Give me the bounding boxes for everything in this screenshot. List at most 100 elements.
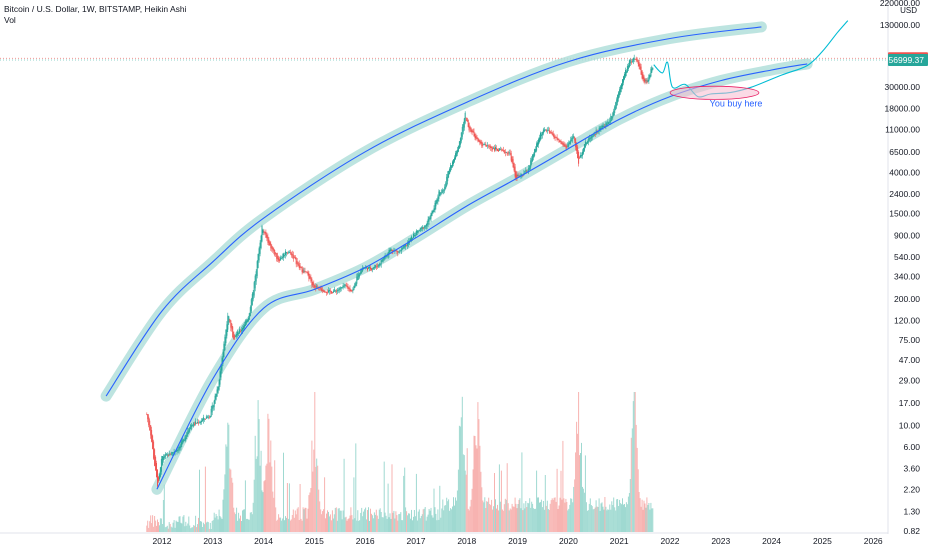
volume-bar	[549, 503, 551, 532]
volume-bar	[587, 510, 589, 532]
volume-bar	[229, 468, 231, 532]
volume-bar	[340, 510, 342, 532]
candle-body	[534, 149, 536, 156]
volume-bar	[208, 528, 210, 532]
candle-body	[249, 307, 251, 317]
volume-bar	[271, 466, 273, 532]
volume-bar	[627, 496, 629, 532]
x-tick-label: 2023	[711, 536, 730, 546]
candle-body	[349, 288, 351, 291]
volume-bar	[306, 518, 308, 532]
candle-body	[334, 290, 336, 292]
volume-bar	[603, 509, 605, 532]
volume-bar	[350, 507, 352, 532]
volume-bar	[558, 505, 560, 532]
volume-bar	[632, 401, 634, 532]
volume-bar	[261, 490, 263, 532]
volume-bar	[300, 518, 302, 532]
volume-bar	[569, 504, 571, 532]
candle-body	[297, 262, 299, 265]
volume-bar	[574, 479, 576, 532]
volume-bar	[542, 501, 544, 532]
candle-body	[374, 265, 376, 268]
candle-body	[326, 292, 327, 293]
volume-bar	[206, 521, 208, 532]
volume-bar	[328, 511, 329, 532]
candle-body	[490, 146, 492, 148]
candle-body	[183, 440, 185, 441]
candle-body	[428, 216, 430, 222]
candle-body	[455, 153, 456, 160]
volume-bar	[560, 470, 562, 532]
volume-bar	[151, 523, 153, 532]
candle-body	[609, 120, 611, 123]
volume-bar	[438, 519, 440, 532]
volume-bar	[585, 502, 587, 532]
volume-bar	[349, 515, 351, 532]
candle-body	[468, 123, 470, 131]
volume-bar	[414, 516, 416, 532]
volume-bar	[567, 510, 569, 532]
volume-bar	[413, 510, 415, 532]
volume-bar	[298, 520, 300, 532]
candle-body	[232, 326, 234, 338]
candle-body	[566, 146, 568, 148]
candle-body	[151, 430, 153, 442]
volume-bar	[415, 473, 417, 532]
y-tick-label: 47.00	[899, 355, 921, 365]
candle-body	[562, 142, 564, 145]
candle-body	[567, 144, 569, 148]
volume-bar	[582, 488, 584, 532]
volume-bar	[388, 517, 390, 532]
candle-body	[447, 174, 449, 182]
candle-body	[549, 131, 551, 133]
candle-body	[475, 135, 477, 140]
volume-bar	[416, 520, 418, 532]
candle-body	[559, 140, 561, 142]
volume-bar	[472, 469, 474, 532]
candle-body	[505, 152, 507, 153]
volume-bar	[333, 514, 335, 532]
candle-body	[592, 136, 594, 137]
candle-body	[561, 142, 563, 144]
volume-bar	[486, 501, 488, 532]
candle-body	[472, 130, 474, 133]
candle-body	[585, 142, 587, 145]
candle-body	[629, 60, 631, 64]
candle-body	[576, 142, 578, 151]
candle-body	[442, 190, 444, 192]
candle-body	[610, 115, 612, 122]
volume-bar	[250, 512, 252, 532]
candle-body	[401, 248, 403, 251]
time-scale: 2012 2013 2014 2015 2016 2017 2018 2019 2020 2021…	[0, 532, 888, 546]
volume-bar	[366, 519, 368, 532]
volume-bar	[460, 417, 462, 532]
candle-body	[262, 229, 264, 234]
candle-body	[287, 252, 289, 254]
candle-body	[463, 118, 465, 128]
volume-bar	[228, 424, 230, 532]
candle-body	[446, 176, 448, 186]
volume-bar	[575, 452, 577, 532]
candle-body	[366, 267, 368, 268]
candle-body	[372, 267, 374, 269]
candle-body	[246, 319, 248, 323]
candle-body	[457, 145, 459, 152]
volume-bar	[453, 497, 454, 532]
candle-body	[377, 264, 379, 267]
volume-bar	[266, 463, 268, 532]
candle-body	[341, 287, 343, 288]
volume-bar	[150, 515, 152, 532]
volume-bar	[529, 498, 531, 532]
candle-body	[202, 417, 204, 421]
candle-body	[626, 66, 628, 73]
volume-bar	[545, 505, 547, 532]
volume-bar	[599, 510, 601, 532]
volume-bar	[621, 504, 622, 532]
volume-bar	[186, 525, 188, 532]
candle-body	[410, 238, 411, 242]
volume-bar	[385, 515, 387, 532]
candle-body	[397, 251, 399, 253]
volume-bar	[406, 511, 408, 532]
